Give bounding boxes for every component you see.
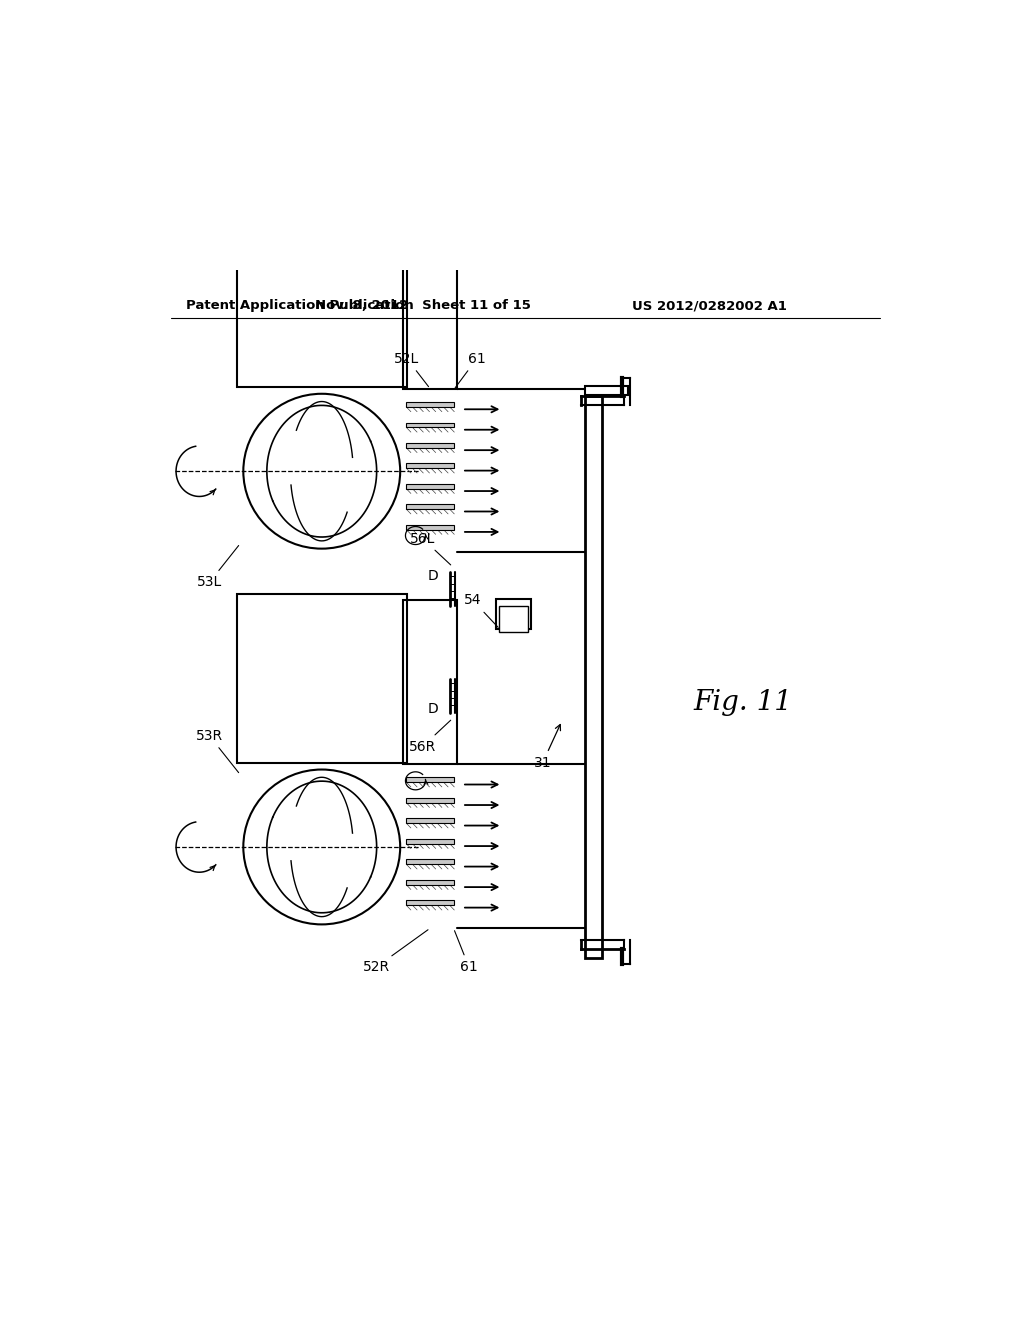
Bar (237, 594, 407, 763)
Text: 61: 61 (455, 931, 478, 974)
Bar (407, 525, 455, 529)
Text: 56R: 56R (409, 721, 451, 754)
Text: D: D (427, 569, 438, 583)
Text: 54: 54 (464, 594, 498, 627)
Bar (407, 422, 455, 428)
Bar (403, 599, 458, 764)
Text: 61: 61 (455, 351, 485, 388)
Bar (407, 403, 455, 407)
Bar (407, 900, 455, 906)
Text: 56L: 56L (410, 532, 451, 565)
Text: 53L: 53L (197, 545, 239, 590)
Bar (237, 219, 407, 387)
Bar (407, 484, 455, 488)
Text: 52R: 52R (362, 929, 428, 974)
Bar (407, 777, 455, 783)
Bar (500, 606, 528, 632)
Bar (407, 859, 455, 865)
Bar (407, 838, 455, 843)
Text: US 2012/0282002 A1: US 2012/0282002 A1 (632, 300, 786, 313)
Bar (407, 880, 455, 884)
Bar (407, 504, 455, 510)
Bar (407, 444, 455, 447)
Text: Fig. 11: Fig. 11 (693, 689, 793, 717)
Bar (586, 396, 602, 958)
Bar (407, 818, 455, 824)
Text: Nov. 8, 2012   Sheet 11 of 15: Nov. 8, 2012 Sheet 11 of 15 (314, 300, 530, 313)
Bar (496, 599, 531, 630)
Bar (407, 463, 455, 469)
Text: 31: 31 (534, 725, 560, 770)
Text: 52L: 52L (394, 351, 429, 387)
Bar (407, 797, 455, 803)
Bar (403, 226, 458, 389)
Text: 53R: 53R (196, 729, 239, 772)
Text: Patent Application Publication: Patent Application Publication (186, 300, 414, 313)
Bar (586, 385, 628, 395)
Text: D: D (427, 702, 438, 715)
